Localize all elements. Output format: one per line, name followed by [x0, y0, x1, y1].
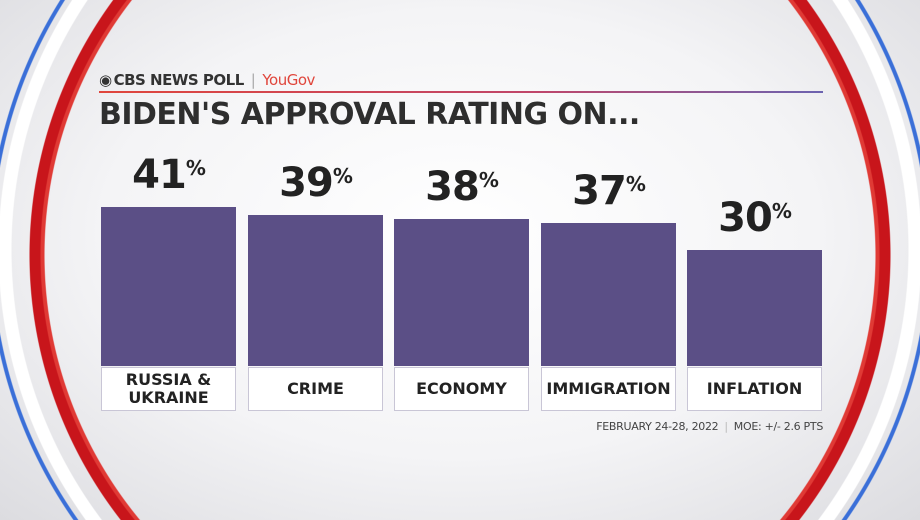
- brand-separator: |: [250, 71, 256, 89]
- value-label: 30%: [718, 194, 792, 241]
- brand-name: CBS NEWS POLL: [113, 71, 245, 89]
- category-label: IMMIGRATION: [541, 367, 676, 411]
- brand-line: ◉ CBS NEWS POLL | YouGov: [99, 70, 823, 90]
- value-label: 38%: [425, 163, 499, 210]
- value-label: 39%: [279, 160, 353, 207]
- bar-0: [101, 207, 236, 366]
- bar-2: [394, 218, 529, 366]
- footer: FEBRUARY 24-28, 2022 | MOE: +/- 2.6 PTS: [596, 420, 823, 433]
- category-label: INFLATION: [687, 367, 822, 411]
- chart-header: ◉ CBS NEWS POLL | YouGov BIDEN'S APPROVA…: [99, 70, 823, 132]
- value-label: 41%: [132, 152, 206, 199]
- category-label: CRIME: [248, 367, 383, 411]
- bar-4: [687, 249, 822, 366]
- bar-1: [248, 215, 383, 366]
- value-label: 37%: [572, 167, 646, 214]
- cbs-eye-icon: ◉: [99, 71, 112, 89]
- poll-dates: FEBRUARY 24-28, 2022: [596, 420, 719, 433]
- category-label: ECONOMY: [394, 367, 529, 411]
- footer-separator: |: [724, 420, 728, 433]
- category-label: RUSSIA & UKRAINE: [101, 367, 236, 411]
- margin-of-error: MOE: +/- 2.6 PTS: [733, 420, 824, 433]
- header-rule: [99, 91, 823, 93]
- partner-name: YouGov: [262, 71, 315, 89]
- chart-title: BIDEN'S APPROVAL RATING ON...: [99, 97, 640, 132]
- bar-3: [541, 222, 676, 366]
